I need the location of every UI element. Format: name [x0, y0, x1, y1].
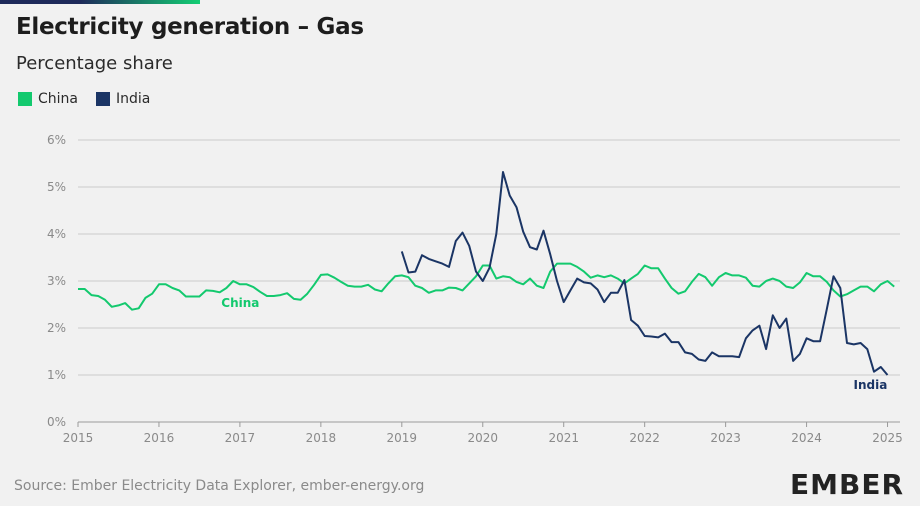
- x-tick-label: 2020: [467, 431, 498, 445]
- y-tick-label: 6%: [47, 133, 66, 147]
- x-tick-label: 2017: [225, 431, 256, 445]
- legend: China India: [18, 91, 168, 107]
- series-label-india: India: [854, 378, 888, 392]
- chart-subtitle: Percentage share: [16, 53, 173, 74]
- legend-item-india[interactable]: India: [96, 91, 150, 107]
- y-tick-label: 5%: [47, 180, 66, 194]
- chart-title: Electricity generation – Gas: [16, 14, 364, 40]
- legend-label-china: China: [38, 91, 78, 107]
- x-tick-label: 2018: [306, 431, 337, 445]
- source-note: Source: Ember Electricity Data Explorer,…: [14, 478, 425, 494]
- series-label-china: China: [221, 296, 259, 310]
- ember-logo: EMBER: [790, 468, 905, 501]
- x-tick-label: 2024: [791, 431, 822, 445]
- legend-label-india: India: [116, 91, 151, 107]
- x-tick-label: 2022: [629, 431, 660, 445]
- y-tick-label: 2%: [47, 321, 66, 335]
- y-tick-label: 4%: [47, 227, 66, 241]
- x-tick-label: 2015: [63, 431, 94, 445]
- series-line-india: [400, 171, 889, 376]
- legend-swatch-china: [18, 92, 32, 106]
- legend-item-china[interactable]: China: [18, 91, 78, 107]
- legend-swatch-india: [96, 92, 110, 106]
- x-tick-label: 2021: [548, 431, 579, 445]
- accent-bar: [0, 0, 200, 4]
- x-tick-label: 2025: [872, 431, 903, 445]
- y-tick-label: 0%: [47, 415, 66, 429]
- y-tick-label: 3%: [47, 274, 66, 288]
- y-tick-label: 1%: [47, 368, 66, 382]
- x-tick-label: 2019: [387, 431, 418, 445]
- x-tick-label: 2023: [710, 431, 741, 445]
- x-tick-label: 2016: [144, 431, 175, 445]
- series-line-china: [78, 262, 895, 311]
